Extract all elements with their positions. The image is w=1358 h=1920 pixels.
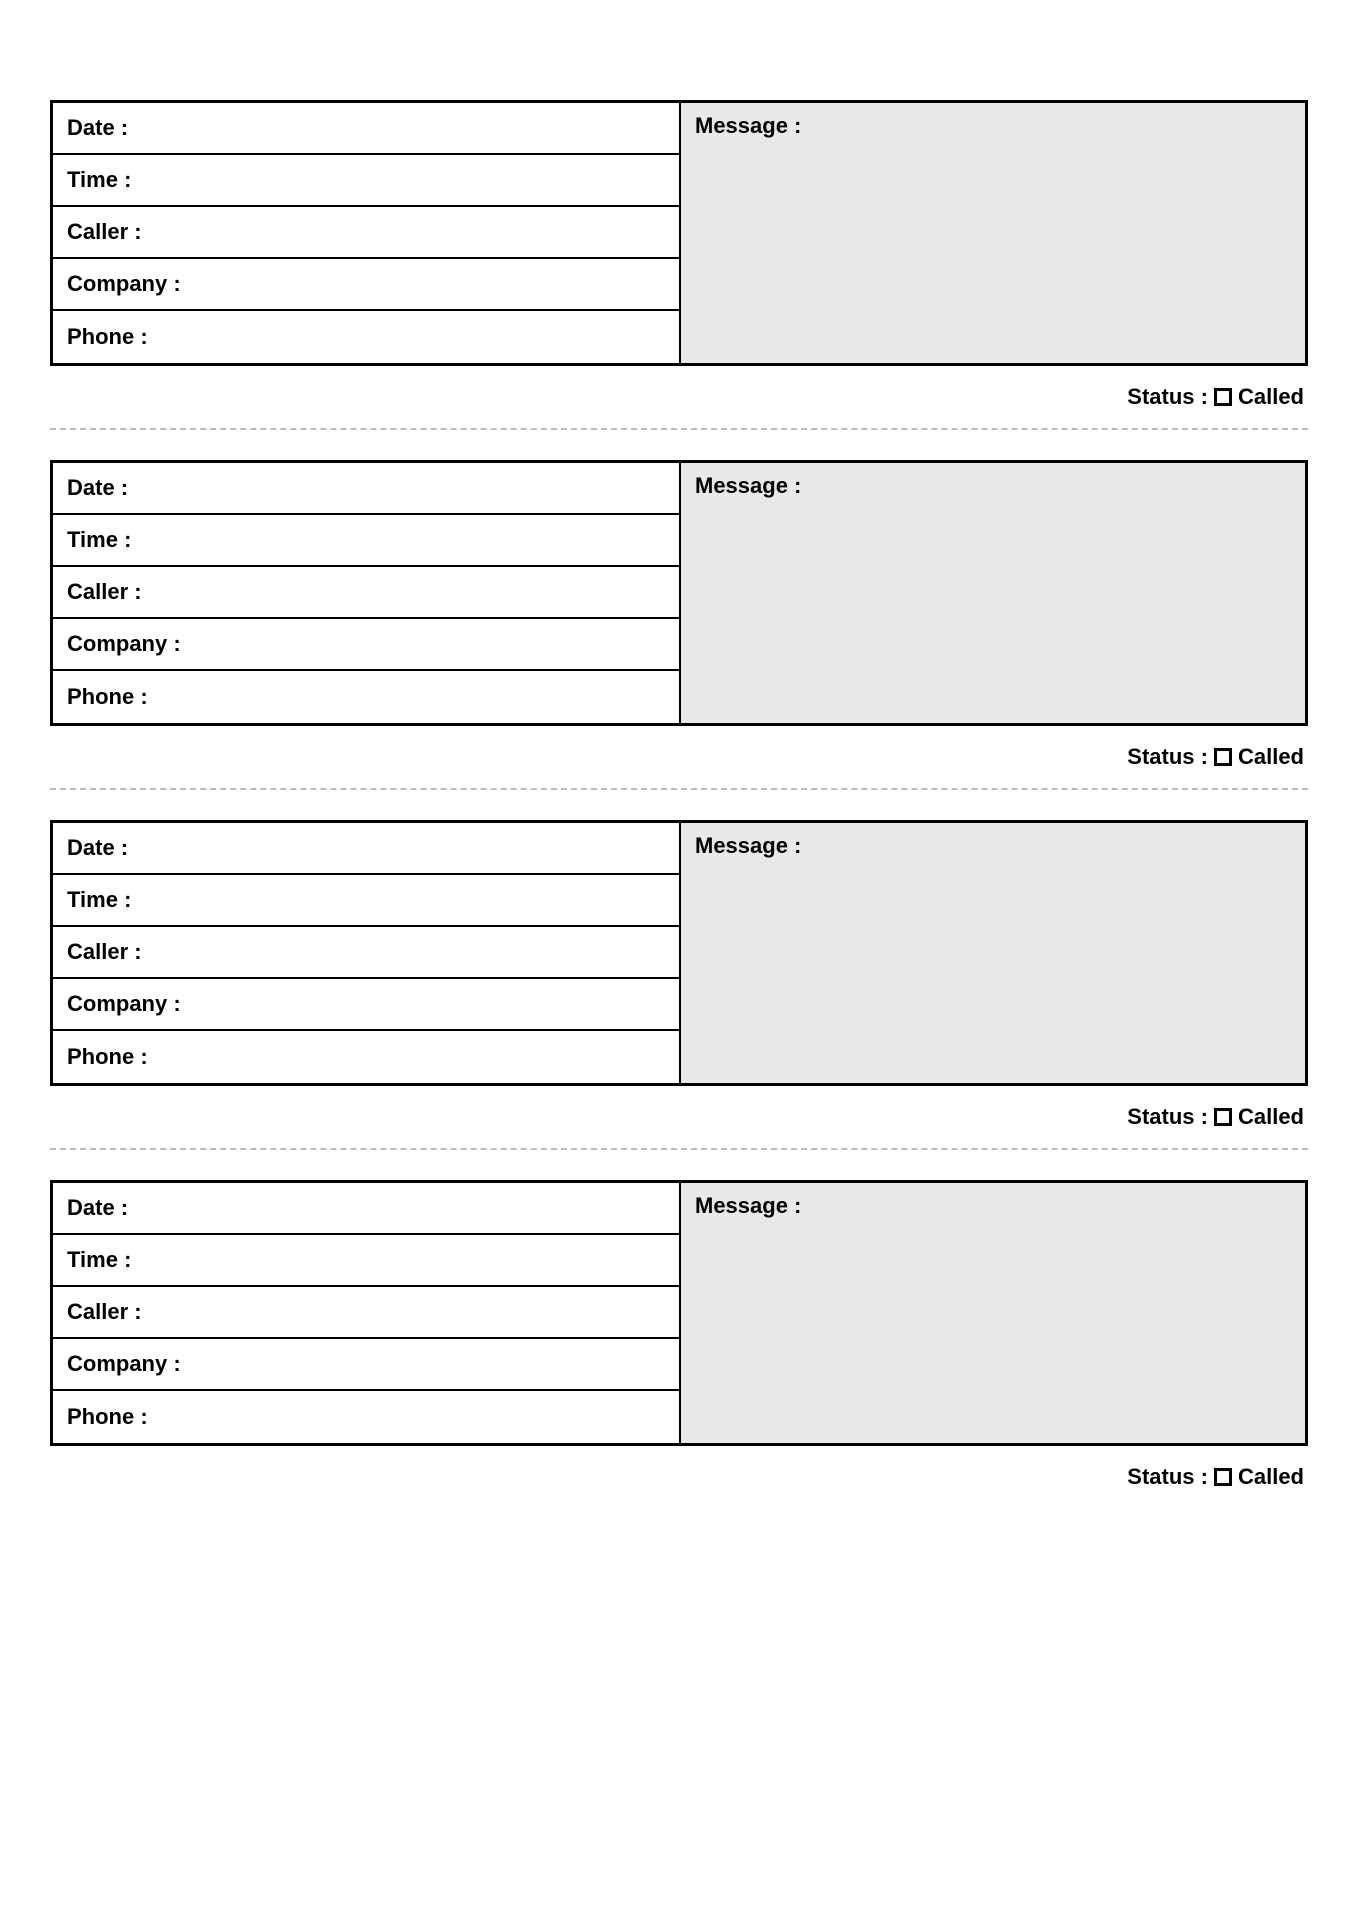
call-log-entry: Date : Time : Caller : Company : Phone :… [50,820,1308,1148]
status-label: Status : [1127,1464,1208,1490]
time-field[interactable]: Time : [53,515,679,567]
company-field[interactable]: Company : [53,619,679,671]
called-label: Called [1238,384,1304,410]
called-label: Called [1238,744,1304,770]
date-field[interactable]: Date : [53,823,679,875]
company-field[interactable]: Company : [53,1339,679,1391]
called-label: Called [1238,1104,1304,1130]
fields-column: Date : Time : Caller : Company : Phone : [53,103,679,363]
entry-divider [50,428,1308,430]
fields-column: Date : Time : Caller : Company : Phone : [53,823,679,1083]
message-field[interactable]: Message : [679,1183,1305,1443]
phone-field[interactable]: Phone : [53,1391,679,1443]
message-field[interactable]: Message : [679,463,1305,723]
caller-field[interactable]: Caller : [53,927,679,979]
called-checkbox[interactable] [1214,1468,1232,1486]
phone-field[interactable]: Phone : [53,1031,679,1083]
phone-field[interactable]: Phone : [53,671,679,723]
fields-column: Date : Time : Caller : Company : Phone : [53,463,679,723]
message-field[interactable]: Message : [679,103,1305,363]
caller-field[interactable]: Caller : [53,1287,679,1339]
date-field[interactable]: Date : [53,463,679,515]
message-field[interactable]: Message : [679,823,1305,1083]
called-checkbox[interactable] [1214,1108,1232,1126]
called-checkbox[interactable] [1214,748,1232,766]
company-field[interactable]: Company : [53,259,679,311]
called-checkbox[interactable] [1214,388,1232,406]
call-log-entry: Date : Time : Caller : Company : Phone :… [50,100,1308,428]
status-row: Status : Called [50,366,1308,428]
status-row: Status : Called [50,726,1308,788]
entry-table: Date : Time : Caller : Company : Phone :… [50,460,1308,726]
entry-divider [50,788,1308,790]
status-row: Status : Called [50,1086,1308,1148]
status-label: Status : [1127,384,1208,410]
status-row: Status : Called [50,1446,1308,1508]
entry-divider [50,1148,1308,1150]
caller-field[interactable]: Caller : [53,567,679,619]
status-label: Status : [1127,744,1208,770]
caller-field[interactable]: Caller : [53,207,679,259]
entry-table: Date : Time : Caller : Company : Phone :… [50,1180,1308,1446]
entry-table: Date : Time : Caller : Company : Phone :… [50,820,1308,1086]
call-log-entry: Date : Time : Caller : Company : Phone :… [50,460,1308,788]
page-container: Date : Time : Caller : Company : Phone :… [0,0,1358,1558]
called-label: Called [1238,1464,1304,1490]
fields-column: Date : Time : Caller : Company : Phone : [53,1183,679,1443]
company-field[interactable]: Company : [53,979,679,1031]
status-label: Status : [1127,1104,1208,1130]
call-log-entry: Date : Time : Caller : Company : Phone :… [50,1180,1308,1508]
date-field[interactable]: Date : [53,103,679,155]
time-field[interactable]: Time : [53,155,679,207]
time-field[interactable]: Time : [53,875,679,927]
entry-table: Date : Time : Caller : Company : Phone :… [50,100,1308,366]
phone-field[interactable]: Phone : [53,311,679,363]
date-field[interactable]: Date : [53,1183,679,1235]
time-field[interactable]: Time : [53,1235,679,1287]
